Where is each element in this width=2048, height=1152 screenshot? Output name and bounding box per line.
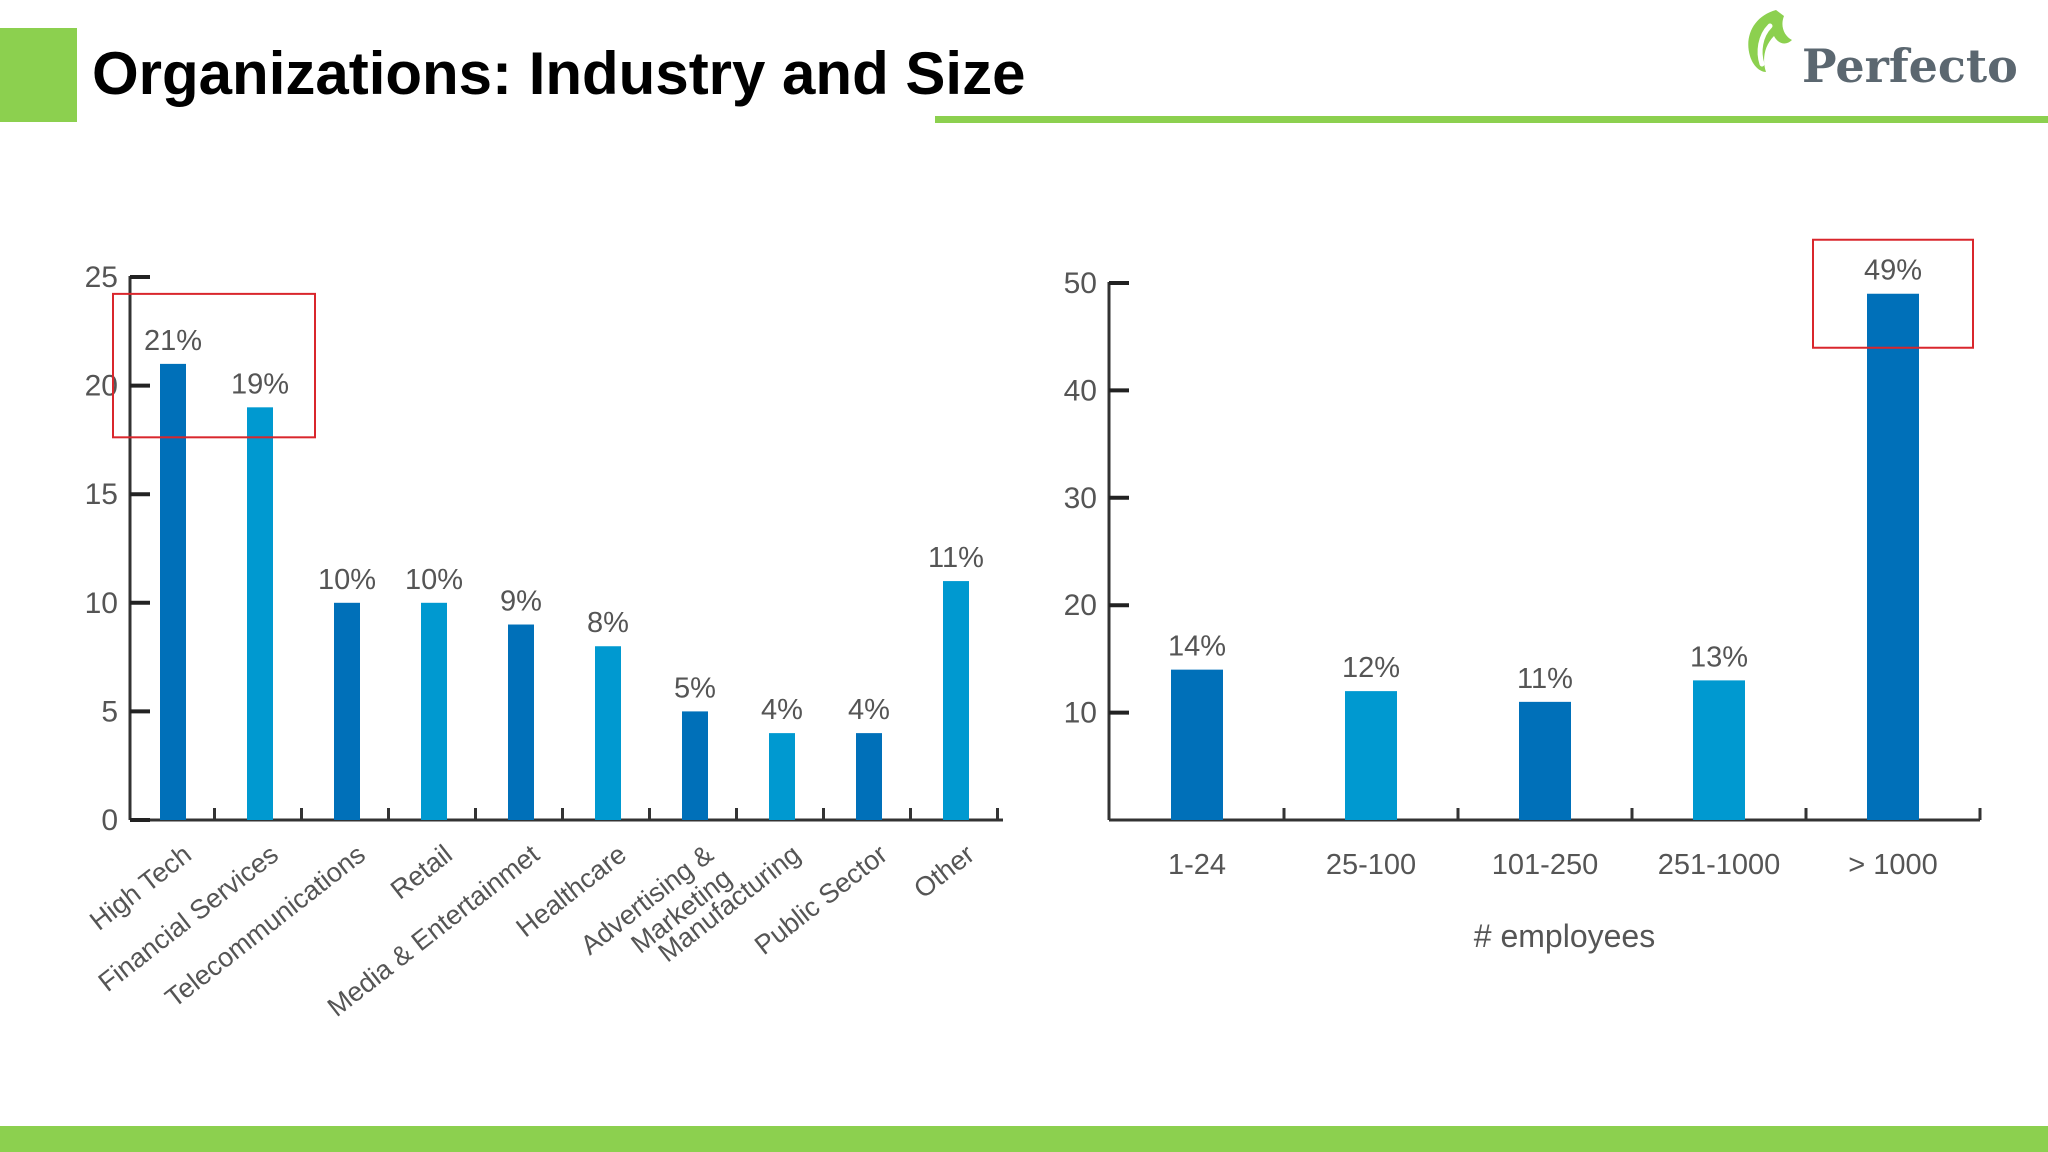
data-label: 5%: [674, 672, 716, 704]
bar: [334, 602, 360, 820]
data-label: 8%: [587, 607, 629, 639]
y-tick-label: 0: [101, 804, 118, 837]
data-label: 10%: [318, 564, 376, 596]
y-tick-label: 10: [85, 587, 118, 620]
y-tick-label: 5: [101, 695, 118, 728]
category-label: > 1000: [1848, 849, 1938, 881]
logo-wordmark: Perfecto: [1802, 39, 2018, 93]
bar: [769, 733, 795, 820]
data-label: 11%: [1517, 663, 1573, 695]
company-size-bar-chart: 10 20 30 40 50 14% 1-24 12% 25-100 11% 101-250 13% 2…: [1064, 238, 1982, 954]
data-label: 4%: [761, 694, 803, 726]
highlight-box: [112, 292, 316, 439]
y-tick-label: 20: [1064, 589, 1097, 622]
data-label: 4%: [848, 694, 890, 726]
bar: [1693, 680, 1745, 820]
bar: [508, 624, 534, 820]
title-underline: [935, 116, 2048, 123]
footer-bar: [0, 1126, 2048, 1152]
slide-title: Organizations: Industry and Size: [92, 40, 1026, 107]
bar: [160, 363, 186, 820]
category-label: 101-250: [1492, 849, 1598, 881]
data-label: 13%: [1690, 641, 1748, 673]
y-tick-label: 40: [1064, 374, 1097, 407]
data-label: 11%: [928, 542, 984, 574]
data-label: 9%: [500, 586, 542, 618]
data-label: 12%: [1342, 652, 1400, 684]
bar: [682, 711, 708, 820]
y-tick-label: 30: [1064, 482, 1097, 515]
data-label: 14%: [1168, 631, 1226, 663]
y-tick-label: 50: [1064, 267, 1097, 300]
y-tick-label: 10: [1064, 697, 1097, 730]
perfecto-logo: Perfecto: [1740, 6, 2018, 96]
bar: [943, 581, 969, 820]
data-label: 49%: [1864, 255, 1922, 287]
bar: [1867, 293, 1919, 820]
category-label: 25-100: [1326, 849, 1416, 881]
bar: [595, 646, 621, 820]
y-tick-label: 15: [85, 478, 118, 511]
category-label-text: Retail: [385, 839, 458, 905]
data-label: 19%: [231, 368, 289, 400]
x-axis-title: # employees: [1474, 918, 1655, 954]
data-label: 21%: [144, 325, 202, 357]
highlight-box: [1812, 238, 1974, 349]
bar: [1519, 701, 1571, 820]
bar: [421, 602, 447, 820]
bar: [1345, 691, 1397, 820]
bar: [247, 407, 273, 820]
data-label: 10%: [405, 564, 463, 596]
category-label: 251-1000: [1658, 849, 1781, 881]
y-tick-label: 25: [85, 261, 118, 294]
title-accent-block: [0, 28, 77, 122]
category-label: 1-24: [1168, 849, 1226, 881]
perfecto-leaf-icon: [1748, 10, 1792, 72]
bar: [856, 733, 882, 820]
category-label: Other: [908, 839, 980, 904]
bar: [1171, 669, 1223, 820]
category-label-text: Other: [908, 839, 980, 904]
category-label: Retail: [385, 839, 458, 905]
